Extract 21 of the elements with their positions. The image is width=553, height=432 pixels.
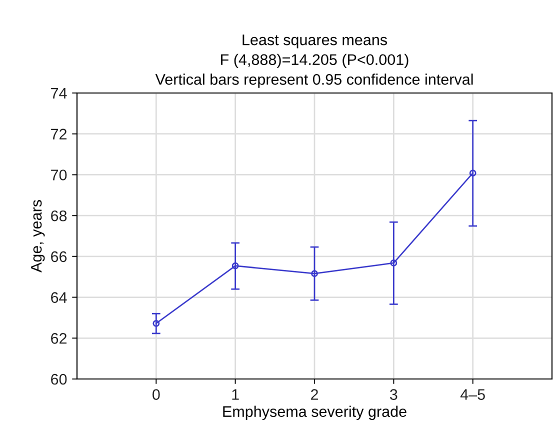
x-axis-title: Emphysema severity grade [223,406,406,420]
chart-title: Least squares means F (4,888)=14.205 (P<0.001) Vertical bars represent 0.95 confidence interval [155,34,473,88]
y-axis-title: Age, years [31,200,45,272]
x-tick-label: 2 [311,389,318,400]
y-tick-label: 68 [51,210,67,222]
y-tick-label: 70 [51,170,67,180]
point [311,270,318,278]
y-tick-label: 74 [51,88,67,99]
point [390,259,398,266]
x-tick-label: 3 [390,389,398,400]
x-tick-label: 1 [232,389,239,400]
y-tick-label: 72 [51,128,67,140]
point [152,320,160,327]
x-tick-label: 0 [152,389,160,400]
y-tick-label: 64 [51,292,67,303]
point [232,262,239,270]
y-tick-label: 66 [51,251,67,262]
y-tick-label: 62 [51,333,67,344]
point [469,170,476,177]
y-tick-label: 60 [51,374,67,385]
x-tick-label: 4–5 [460,389,485,400]
